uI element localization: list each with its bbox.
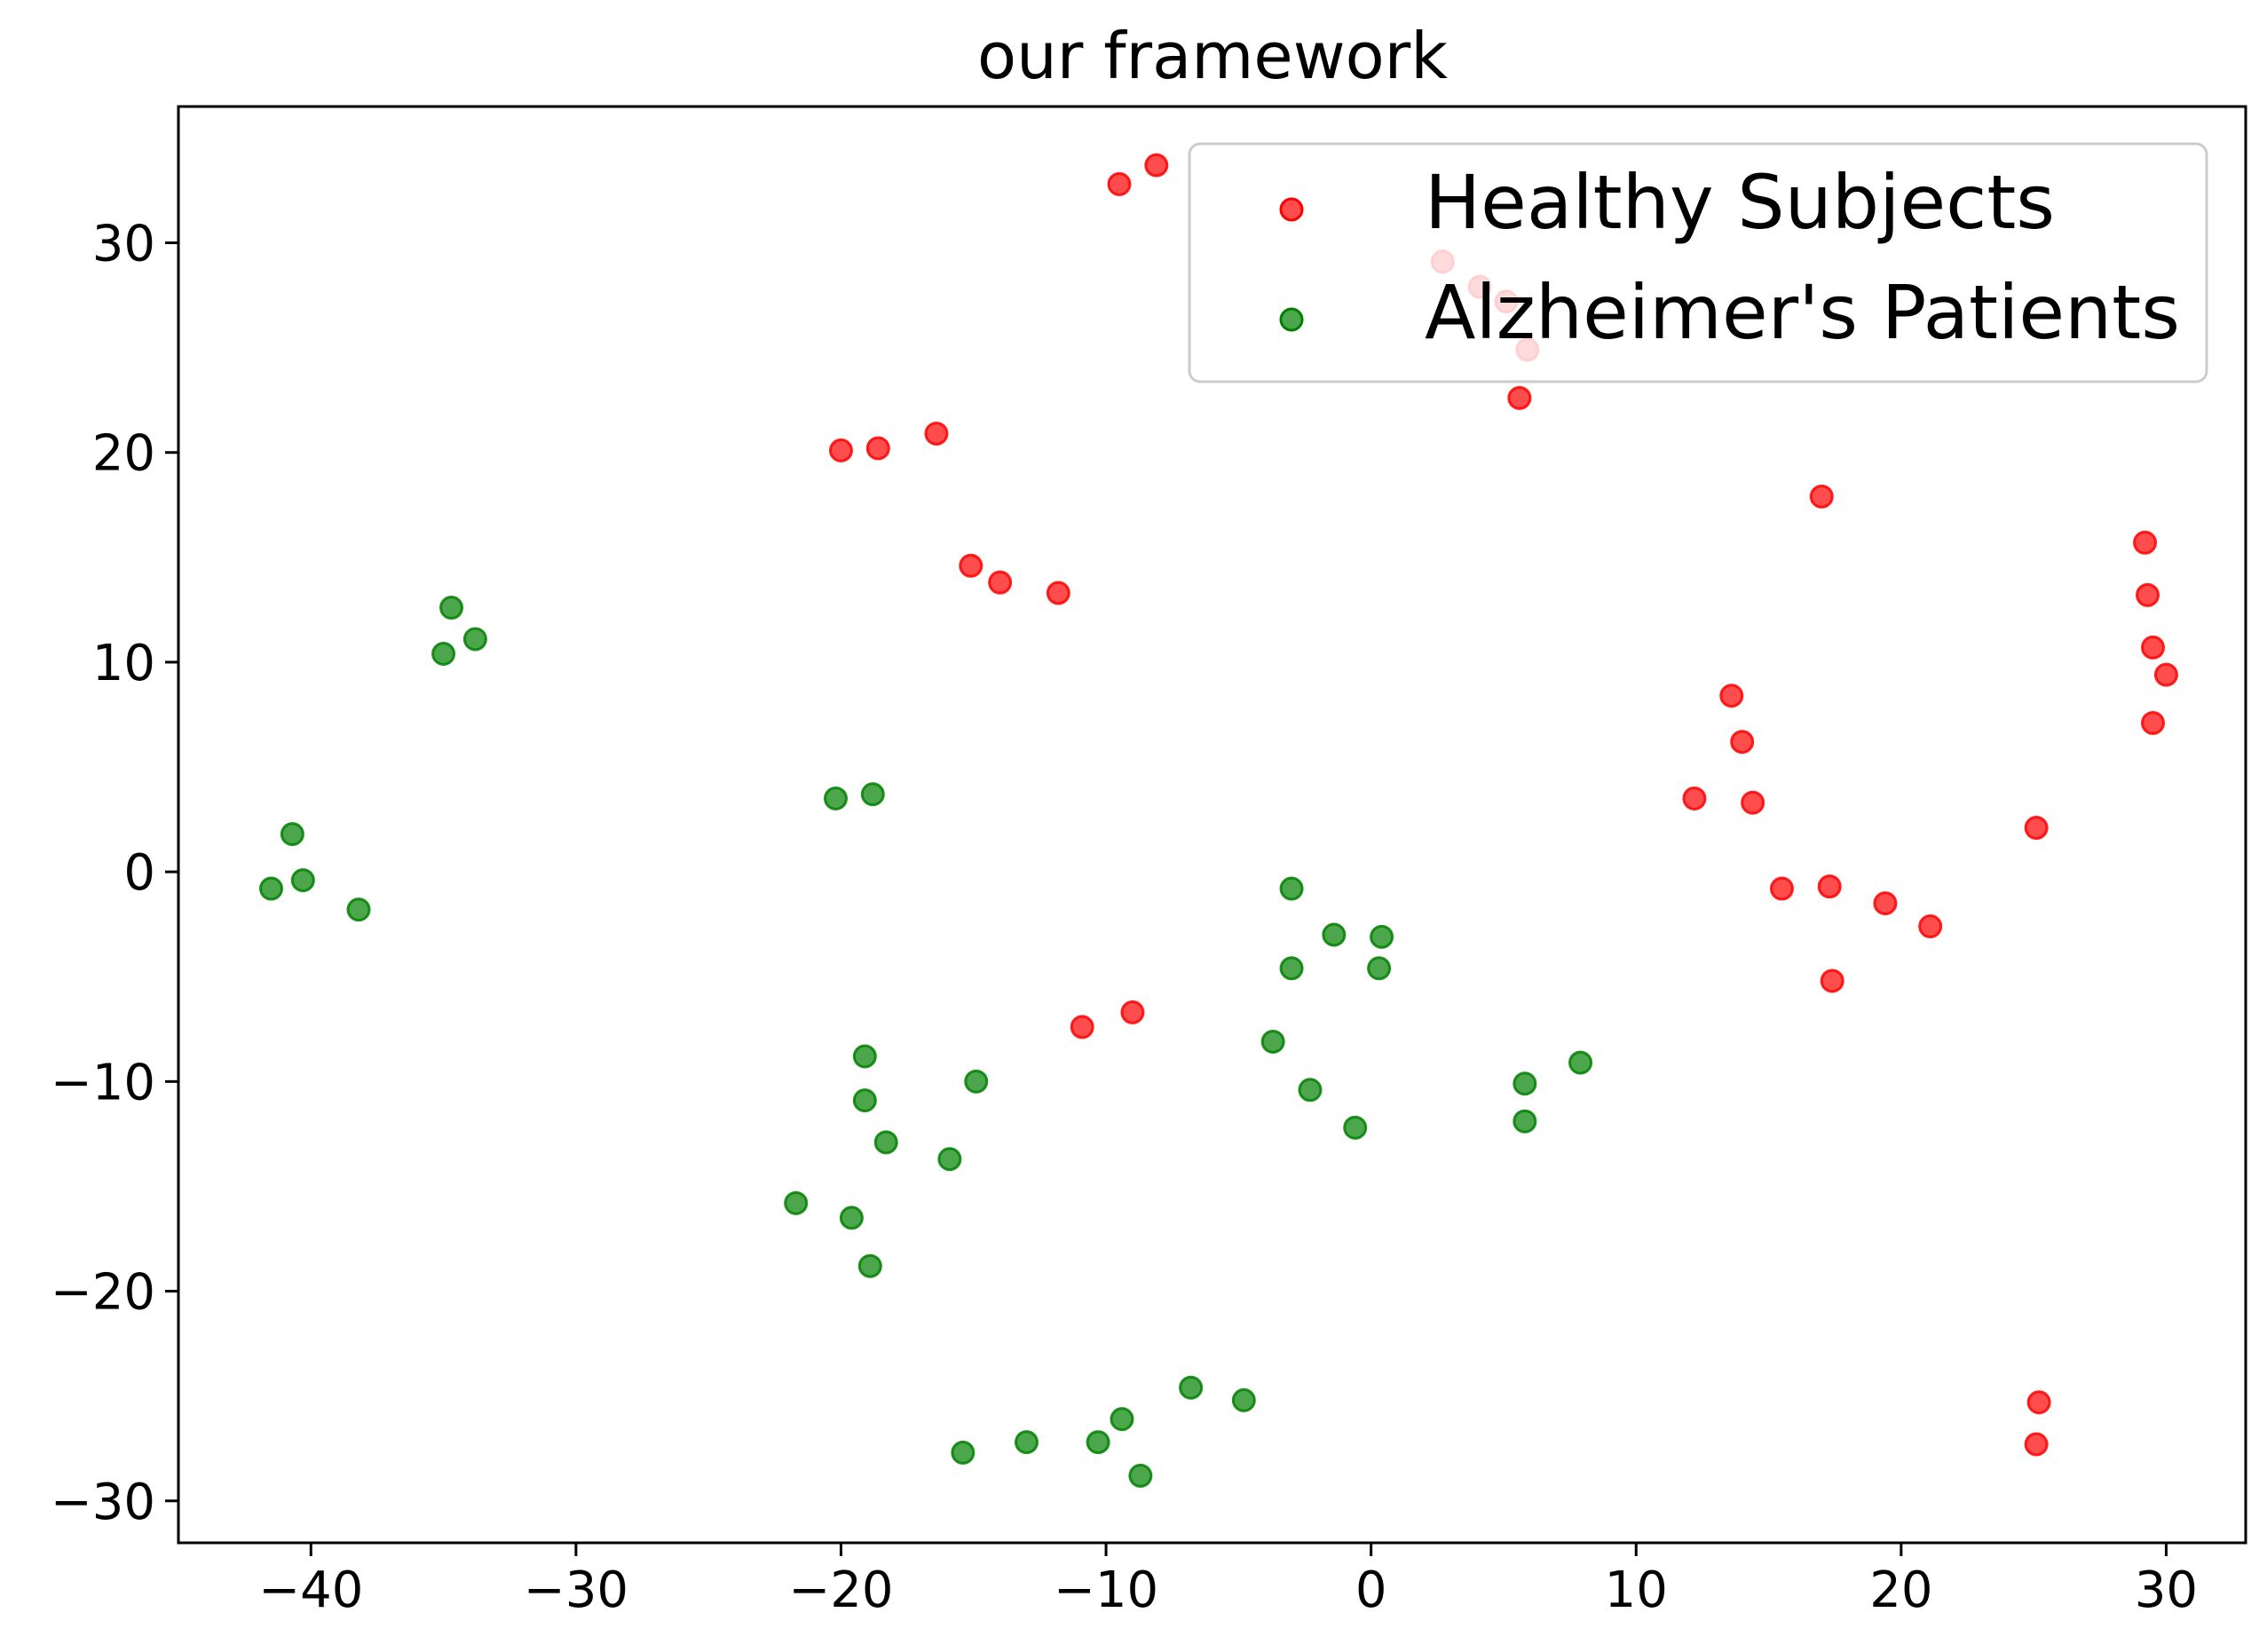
data-point-healthy	[1070, 1015, 1094, 1039]
data-point-alzheimers	[1298, 1078, 1323, 1103]
x-tick-label: 30	[2135, 1561, 2198, 1619]
data-point-healthy	[1809, 484, 1834, 509]
data-point-healthy	[988, 570, 1013, 595]
data-point-healthy	[2140, 710, 2165, 735]
data-point-alzheimers	[964, 1069, 989, 1094]
axis-ticks: −40 −30 −20 −10 0 10 20 30 −30 −20 −10 0 10 20 30	[51, 216, 2198, 1619]
data-point-healthy	[2153, 662, 2178, 687]
data-point-healthy	[2140, 635, 2165, 660]
x-tick-label: −20	[788, 1561, 893, 1619]
data-point-alzheimers	[860, 782, 885, 807]
data-point-healthy	[1719, 684, 1744, 708]
data-point-alzheimers	[852, 1044, 877, 1069]
y-tick-label: 0	[123, 844, 155, 902]
legend-marker-alzheimers	[1279, 307, 1304, 332]
data-point-healthy	[1046, 581, 1070, 605]
data-point-alzheimers	[1014, 1430, 1039, 1455]
y-tick-label: −30	[51, 1474, 155, 1531]
data-point-alzheimers	[462, 627, 487, 652]
data-point-alzheimers	[1086, 1430, 1110, 1455]
data-point-alzheimers	[1568, 1050, 1593, 1075]
y-tick-label: −10	[51, 1054, 155, 1111]
data-point-alzheimers	[1343, 1115, 1368, 1140]
data-point-healthy	[1918, 914, 1943, 939]
data-point-healthy	[1507, 385, 1532, 410]
legend-label-alzheimers: Alzheimer's Patients	[1425, 269, 2180, 356]
data-point-alzheimers	[1513, 1071, 1537, 1096]
data-point-alzheimers	[873, 1130, 898, 1155]
data-point-alzheimers	[346, 897, 371, 922]
data-point-healthy	[959, 553, 983, 578]
data-point-alzheimers	[1370, 924, 1394, 949]
data-point-healthy	[1144, 153, 1169, 178]
y-tick-label: 10	[92, 635, 155, 692]
data-point-alzheimers	[290, 868, 315, 893]
data-point-alzheimers	[259, 876, 284, 901]
y-tick-label: 20	[92, 425, 155, 483]
data-point-alzheimers	[439, 596, 464, 620]
y-tick-label: 30	[92, 216, 155, 273]
x-tick-label: −40	[258, 1561, 363, 1619]
x-tick-label: 10	[1605, 1561, 1668, 1619]
plot-frame	[177, 105, 2247, 1545]
chart-title: our framework	[977, 19, 1448, 93]
data-point-healthy	[1873, 891, 1898, 916]
data-point-healthy	[1120, 1000, 1145, 1024]
data-point-healthy	[1730, 730, 1755, 755]
data-point-healthy	[924, 421, 949, 446]
data-point-healthy	[1817, 874, 1842, 899]
data-point-alzheimers	[951, 1440, 976, 1465]
data-point-healthy	[2133, 530, 2158, 555]
data-point-alzheimers	[857, 1253, 882, 1278]
data-points	[259, 153, 2178, 1488]
data-point-healthy	[828, 438, 853, 462]
data-point-alzheimers	[1110, 1407, 1134, 1432]
data-point-healthy	[865, 436, 890, 461]
legend-box	[1188, 142, 2208, 383]
data-point-alzheimers	[1513, 1109, 1537, 1134]
data-point-alzheimers	[937, 1147, 962, 1172]
x-tick-label: 20	[1869, 1561, 1932, 1619]
data-point-alzheimers	[1260, 1029, 1285, 1054]
data-point-alzheimers	[1179, 1375, 1204, 1400]
data-point-alzheimers	[852, 1088, 877, 1113]
data-point-alzheimers	[1231, 1387, 1256, 1412]
legend-marker-healthy	[1279, 197, 1304, 222]
data-point-healthy	[1741, 790, 1765, 815]
data-point-healthy	[2136, 582, 2160, 607]
x-tick-label: −30	[524, 1561, 628, 1619]
data-point-alzheimers	[280, 822, 304, 847]
x-tick-label: −10	[1054, 1561, 1158, 1619]
data-point-alzheimers	[1279, 876, 1304, 901]
data-point-alzheimers	[1279, 956, 1304, 981]
legend-label-healthy: Healthy Subjects	[1425, 159, 2055, 246]
data-point-healthy	[1820, 968, 1844, 993]
y-tick-label: −20	[51, 1264, 155, 1322]
data-point-alzheimers	[1128, 1463, 1153, 1488]
data-point-alzheimers	[431, 641, 456, 666]
data-point-healthy	[2026, 1390, 2051, 1415]
data-point-alzheimers	[839, 1205, 864, 1230]
data-point-alzheimers	[784, 1190, 809, 1215]
legend: Healthy Subjects Alzheimer's Patients	[1188, 142, 2208, 383]
data-point-healthy	[2024, 1432, 2049, 1457]
data-point-healthy	[1769, 876, 1794, 901]
data-point-healthy	[1107, 171, 1132, 196]
data-point-alzheimers	[1322, 922, 1347, 947]
data-point-healthy	[2024, 816, 2049, 841]
data-point-healthy	[1682, 786, 1707, 810]
data-point-alzheimers	[1367, 956, 1392, 981]
data-point-alzheimers	[824, 786, 849, 810]
x-tick-label: 0	[1355, 1561, 1387, 1619]
